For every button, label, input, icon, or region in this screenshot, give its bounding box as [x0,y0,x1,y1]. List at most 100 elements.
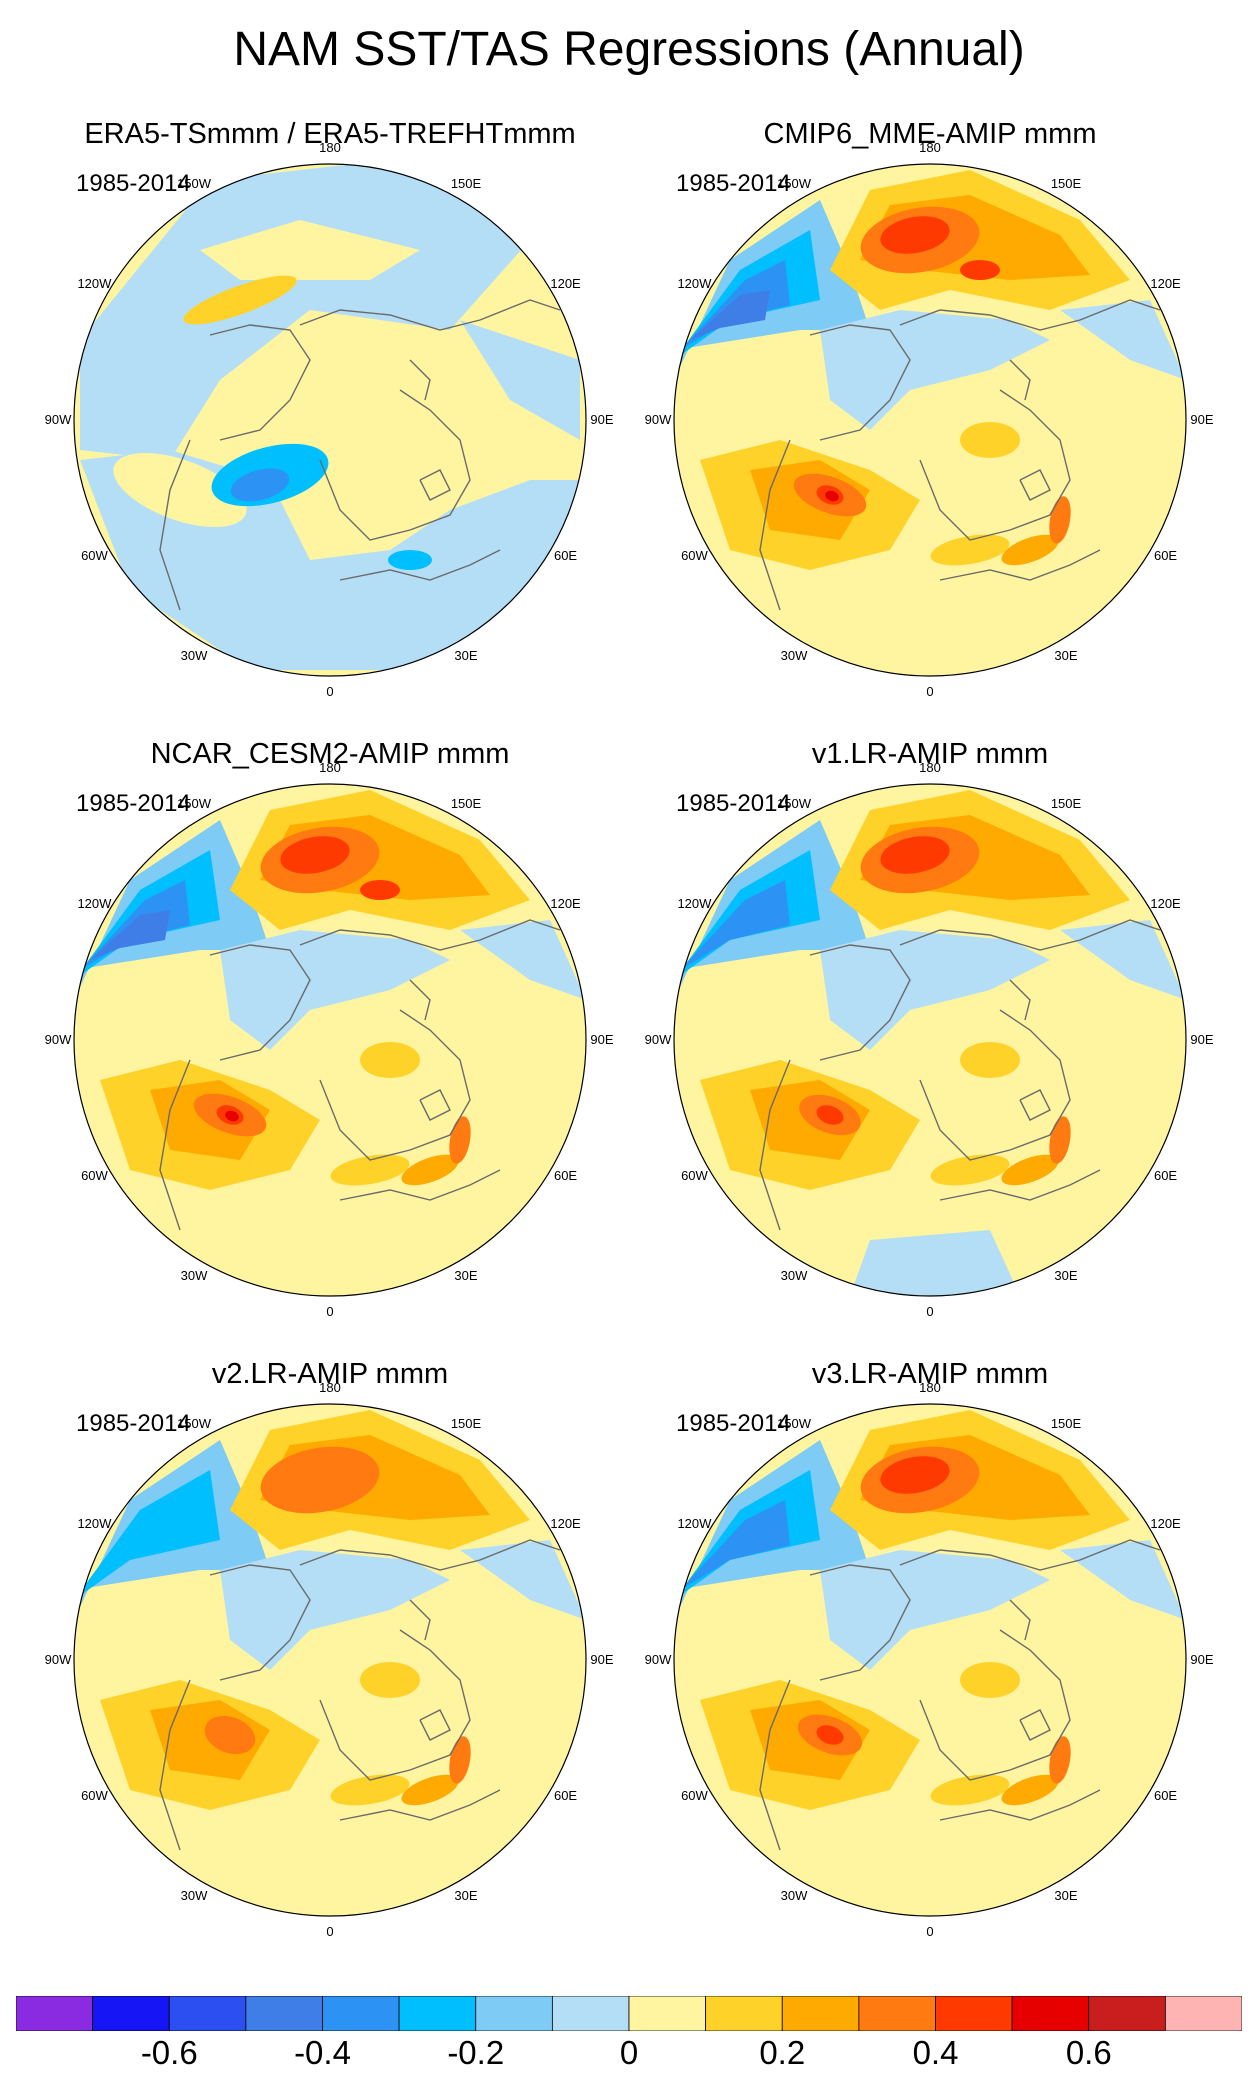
longitude-label-lower-left: 60W [81,548,108,563]
coastline [409,359,431,401]
colorbar-swatch [245,1996,323,2031]
colorbar-swatch [1011,1996,1090,2031]
anomaly-region [460,920,586,1000]
coastline [209,324,311,441]
anomaly-region [388,550,432,570]
longitude-label-bottom: 0 [326,1304,334,1319]
longitude-label-left: 90W [44,412,72,427]
anomaly-region [825,490,839,502]
colorbar-swatch [705,1996,783,2031]
coastline [319,1009,471,1161]
coastline [319,1629,471,1781]
colorbar-tick-label: -0.2 [447,2034,505,2071]
coastline [1009,359,1031,401]
map-border [673,783,1187,1297]
coastline [1019,469,1051,501]
map-border [673,163,1187,677]
period-label: 1985-2014 [76,1410,191,1437]
anomaly-region [820,1550,1050,1670]
longitude-label-bottom-left: 30W [180,1887,208,1903]
polar-map [73,163,587,677]
coastline [809,944,911,1061]
longitude-label-bottom-left: 30W [180,1267,208,1283]
coastline [419,469,451,501]
anomaly-region [90,910,170,960]
colorbar [16,1996,1242,2031]
period-label: 1985-2014 [676,170,791,197]
anomaly-region [74,1470,220,1600]
period-label: 1985-2014 [676,1410,791,1437]
longitude-label-left: 90W [644,1652,672,1667]
panel-title: v2.LR-AMIP mmm [211,1358,449,1390]
coastline [159,439,191,611]
coastline [919,1629,1071,1781]
map-border [73,163,587,677]
anomaly-region [230,468,290,502]
longitude-label-upper-left: 120W [77,1516,112,1531]
longitude-label-left: 90W [644,412,672,427]
coastline [299,299,561,331]
longitude-label-top-right: 150E [1050,1416,1082,1432]
colorbar-tick-label: 0.6 [1065,2034,1112,2071]
anomaly-region [401,1154,459,1186]
panel-title: v1.LR-AMIP mmm [811,738,1049,770]
anomaly-region [360,1042,420,1078]
colorbar-swatch [858,1996,936,2031]
anomaly-region [460,1540,586,1620]
longitude-label-right: 90E [1190,1652,1214,1667]
map-panel-6: v3.LR-AMIP mmm 1985-2014 180 150E 120E 90E 60E… [630,1330,1230,1939]
colorbar-swatch [92,1996,170,2031]
longitude-label-top: 180 [919,1380,941,1395]
longitude-label-top: 180 [319,140,341,155]
coastline [159,1059,191,1231]
polar-map [673,163,1187,677]
map-border [73,1403,587,1917]
anomaly-region [183,275,297,325]
longitude-label-top-right: 150E [1050,796,1082,812]
anomaly-region [1001,534,1059,566]
coastline [939,1169,1101,1201]
longitude-label-top-right: 150E [450,796,482,812]
anomaly-region [280,836,350,874]
anomaly-region [1060,1540,1186,1620]
coastline [1019,1709,1051,1741]
anomaly-region [1001,1154,1059,1186]
anomaly-region [816,1105,844,1125]
map-panel-5: v2.LR-AMIP mmm 1985-2014 180 150E 120E 90E 60E… [30,1330,630,1939]
anomaly-region [225,1110,239,1122]
period-label: 1985-2014 [76,790,191,817]
period-label: 1985-2014 [676,790,791,817]
anomaly-region [850,1230,1020,1296]
anomaly-region [680,880,790,970]
longitude-label-lower-left: 60W [681,1168,708,1183]
longitude-label-lower-right: 60E [1153,1168,1178,1183]
colorbar-swatch [628,1996,707,2031]
map-panel-1: ERA5-TSmmm / ERA5-TREFHTmmm 1985-2014 180 1… [30,90,630,699]
polar-map [73,1403,587,1917]
longitude-label-top-right: 150E [1050,176,1082,192]
longitude-label-lower-right: 60E [553,548,578,563]
longitude-label-upper-left: 120W [77,896,112,911]
coastline [899,919,1161,951]
colorbar-swatch [168,1996,247,2031]
longitude-label-top-left: 150W [177,796,211,812]
anomaly-region [360,1662,420,1698]
anomaly-region [880,1456,950,1494]
longitude-label-bottom-left: 30W [180,647,208,663]
longitude-label-lower-right: 60E [553,1788,578,1803]
coastline [339,1169,501,1201]
colorbar-swatch [781,1996,860,2031]
longitude-label-upper-left: 120W [677,1516,712,1531]
longitude-label-lower-left: 60W [681,1788,708,1803]
coastline [299,919,561,951]
coastline [809,1564,911,1681]
anomaly-region [816,1725,844,1745]
anomaly-region [960,260,1000,280]
coastline [809,324,911,441]
longitude-label-left: 90W [44,1652,72,1667]
longitude-label-right: 90E [590,1032,614,1047]
coastline [409,979,431,1021]
anomaly-region [204,1715,256,1755]
colorbar-swatch [935,1996,1013,2031]
coastline [939,1789,1101,1821]
